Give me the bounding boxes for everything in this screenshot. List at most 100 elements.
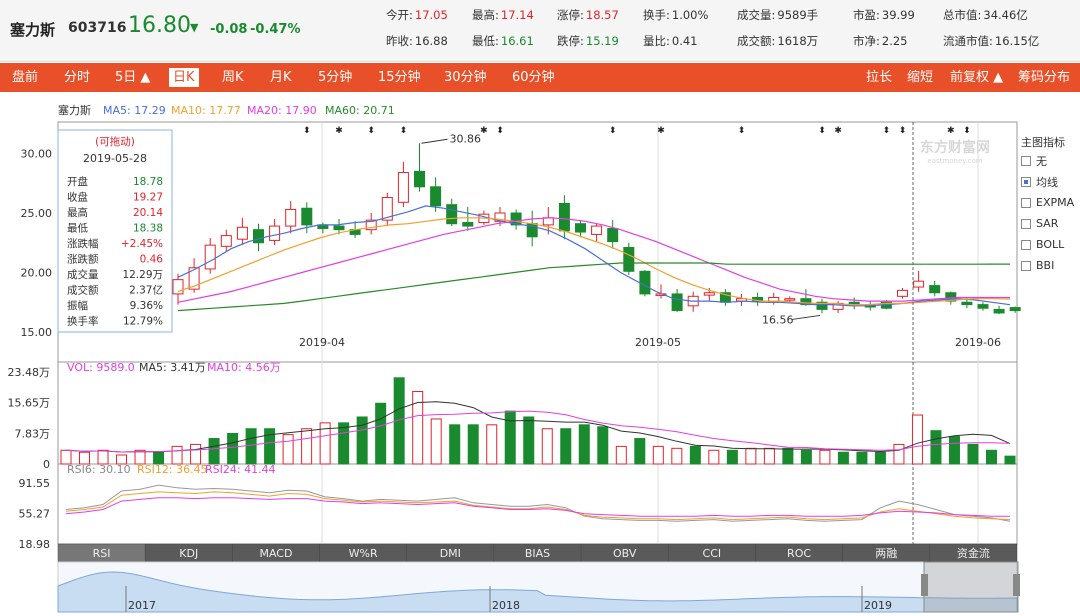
candle-body (542, 217, 554, 226)
stat-label: 今开: (386, 8, 413, 22)
stat-row2-2: 跌停: 15.19 (557, 33, 619, 49)
volume-bar (800, 449, 812, 465)
volume-bar (745, 447, 757, 465)
ma5-line (177, 205, 1011, 307)
event-marker-icon: ⬍ (609, 126, 617, 136)
volume-bar (282, 434, 294, 465)
stat-label: 换手: (643, 8, 670, 22)
info-box-value: 18.78 (133, 176, 163, 188)
volume-bar (116, 454, 128, 465)
indicator-option-1[interactable]: 均线 (1021, 171, 1079, 192)
candle-body (591, 225, 603, 235)
indicator-checkbox[interactable] (1021, 155, 1031, 166)
date-axis-label: 2019-05 (635, 336, 681, 349)
volume-bar (856, 451, 868, 465)
overview-year-label: 2017 (128, 599, 156, 612)
event-marker-icon: ✱ (947, 126, 955, 136)
candle-body (607, 227, 619, 243)
price-change: -0.08 (210, 22, 248, 37)
candle-body (285, 208, 297, 227)
volume-bar (671, 447, 683, 465)
candle-body (204, 244, 216, 270)
candle-body (800, 298, 812, 306)
tab-tool-2[interactable]: 前复权 ▲ (950, 70, 1004, 85)
volume-bar (190, 443, 202, 465)
tab-tool-3[interactable]: 筹码分布 (1018, 70, 1071, 85)
stock-code: 603716 (68, 20, 127, 36)
indicator-label: SAR (1036, 217, 1059, 230)
candle-body (558, 202, 570, 232)
tab-tool-1[interactable]: 缩短 (907, 70, 934, 85)
candle-body (414, 170, 425, 188)
tab-period-4[interactable]: 周K (222, 70, 244, 85)
indicator-checkbox[interactable] (1021, 176, 1031, 187)
volume-bar (763, 447, 775, 465)
candle-body (269, 225, 281, 241)
candle-body (639, 270, 651, 295)
stat-row1-0: 今开: 17.05 (386, 7, 448, 23)
stat-label: 总市值: (943, 8, 982, 22)
stat-row2-4: 成交额: 1618万 (737, 33, 818, 49)
info-box-label: 振幅 (67, 299, 88, 312)
candle-body (623, 247, 635, 272)
indicator-label: EXPMA (1036, 196, 1075, 209)
vol-ma10-line (65, 410, 1011, 453)
tab-period-5[interactable]: 月K (270, 70, 292, 85)
stat-value: 16.15亿 (994, 34, 1040, 48)
indicator-tab-label: W%R (349, 547, 378, 560)
stat-label: 最低: (472, 34, 499, 48)
candle-body (510, 212, 522, 226)
indicator-tab-label: RSI (93, 547, 111, 560)
candle-body (188, 267, 200, 290)
ma20-line (177, 217, 1010, 303)
watermark-text: 东方财富网 (920, 139, 990, 156)
volume-bar (486, 424, 498, 465)
vol-axis-label: 15.65万 (8, 397, 51, 410)
stock-chart[interactable]: 塞力斯 MA5: 17.29 MA10: 17.77 MA20: 17.90 MA60:… (0, 92, 1080, 616)
stat-value: 1618万 (777, 34, 819, 48)
indicator-option-5[interactable]: BBI (1021, 255, 1079, 276)
indicator-label: 均线 (1036, 175, 1058, 189)
tab-period-8[interactable]: 30分钟 (444, 70, 487, 85)
indicator-checkbox[interactable] (1021, 197, 1031, 208)
info-box-drag-hint: (可拖动) (95, 135, 135, 148)
event-marker-icon: ✱ (834, 126, 842, 136)
tab-period-9[interactable]: 60分钟 (512, 70, 555, 85)
info-box-label: 成交额 (67, 284, 99, 297)
tab-period-1[interactable]: 分时 (64, 70, 91, 85)
stat-label: 成交额: (737, 34, 776, 48)
volume-bar (319, 422, 331, 465)
indicator-option-3[interactable]: SAR (1021, 213, 1079, 234)
candle-body (381, 197, 393, 221)
volume-bar (967, 443, 979, 465)
stat-row1-4: 成交量: 9589手 (737, 7, 818, 23)
volume-bar (264, 428, 276, 465)
indicator-option-4[interactable]: BOLL (1021, 234, 1079, 255)
info-box[interactable] (57, 129, 173, 333)
tab-period-2[interactable]: 5日 ▲ (115, 70, 151, 85)
info-box-value: 0.46 (140, 254, 164, 266)
info-box-value: 9.36% (130, 300, 163, 312)
tab-period-6[interactable]: 5分钟 (318, 70, 353, 85)
indicator-option-2[interactable]: EXPMA (1021, 192, 1079, 213)
rsi-legend-item: RSI24: 41.44 (205, 463, 276, 476)
low-pointer (791, 314, 821, 320)
overview-right-handle[interactable] (1013, 574, 1020, 596)
volume-bar (393, 377, 405, 465)
overview-selection-window[interactable] (923, 561, 1019, 613)
tab-period-0[interactable]: 盘前 (12, 70, 39, 85)
indicator-option-0[interactable]: 无 (1021, 150, 1079, 171)
overview-left-handle[interactable] (921, 574, 928, 596)
candle-body (816, 301, 828, 310)
candle-body (462, 222, 474, 227)
indicator-checkbox[interactable] (1021, 239, 1031, 250)
overview-area (57, 571, 1018, 613)
tab-period-3[interactable]: 日K (169, 68, 199, 87)
stat-value: 9589手 (777, 8, 819, 22)
indicator-checkbox[interactable] (1021, 260, 1031, 271)
tab-period-7[interactable]: 15分钟 (378, 70, 421, 85)
tab-tool-0[interactable]: 拉长 (866, 70, 893, 85)
info-box-label: 涨跌额 (67, 253, 99, 266)
candle-body (945, 292, 957, 302)
indicator-checkbox[interactable] (1021, 218, 1031, 229)
